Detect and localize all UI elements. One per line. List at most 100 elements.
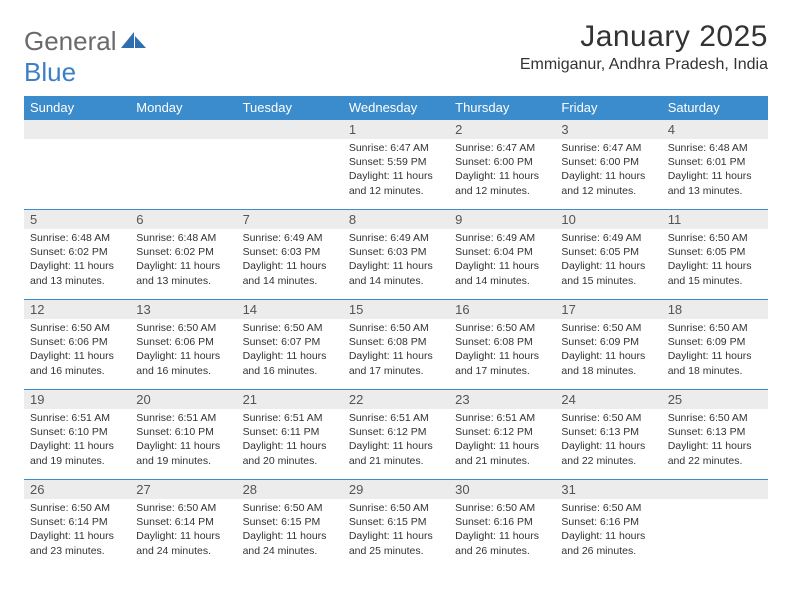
day-header: Friday [555, 96, 661, 120]
daylight-text: Daylight: 11 hours and 18 minutes. [668, 349, 762, 377]
calendar-cell: 21Sunrise: 6:51 AMSunset: 6:11 PMDayligh… [237, 390, 343, 480]
day-number: 1 [343, 120, 449, 139]
day-header: Monday [130, 96, 236, 120]
daylight-text: Daylight: 11 hours and 12 minutes. [349, 169, 443, 197]
calendar-header-row: SundayMondayTuesdayWednesdayThursdayFrid… [24, 96, 768, 120]
sunset-text: Sunset: 6:10 PM [30, 425, 124, 439]
daylight-text: Daylight: 11 hours and 22 minutes. [561, 439, 655, 467]
day-details: Sunrise: 6:50 AMSunset: 6:07 PMDaylight:… [237, 319, 343, 384]
sunset-text: Sunset: 6:08 PM [349, 335, 443, 349]
sunrise-text: Sunrise: 6:50 AM [668, 231, 762, 245]
sunset-text: Sunset: 6:13 PM [561, 425, 655, 439]
day-details: Sunrise: 6:50 AMSunset: 6:16 PMDaylight:… [555, 499, 661, 564]
calendar-cell: 5Sunrise: 6:48 AMSunset: 6:02 PMDaylight… [24, 210, 130, 300]
sunrise-text: Sunrise: 6:47 AM [561, 141, 655, 155]
daylight-text: Daylight: 11 hours and 14 minutes. [455, 259, 549, 287]
calendar-cell [662, 480, 768, 570]
calendar-cell: 25Sunrise: 6:50 AMSunset: 6:13 PMDayligh… [662, 390, 768, 480]
day-number: 22 [343, 390, 449, 409]
day-details [130, 139, 236, 199]
day-details: Sunrise: 6:50 AMSunset: 6:06 PMDaylight:… [130, 319, 236, 384]
sunset-text: Sunset: 6:09 PM [561, 335, 655, 349]
sunset-text: Sunset: 6:01 PM [668, 155, 762, 169]
day-number: 23 [449, 390, 555, 409]
daylight-text: Daylight: 11 hours and 21 minutes. [349, 439, 443, 467]
day-number: 31 [555, 480, 661, 499]
calendar-week: 5Sunrise: 6:48 AMSunset: 6:02 PMDaylight… [24, 210, 768, 300]
daylight-text: Daylight: 11 hours and 17 minutes. [455, 349, 549, 377]
sunrise-text: Sunrise: 6:50 AM [668, 321, 762, 335]
calendar-cell: 1Sunrise: 6:47 AMSunset: 5:59 PMDaylight… [343, 120, 449, 210]
day-number: 9 [449, 210, 555, 229]
day-details: Sunrise: 6:49 AMSunset: 6:03 PMDaylight:… [237, 229, 343, 294]
location: Emmiganur, Andhra Pradesh, India [520, 56, 768, 74]
day-header: Wednesday [343, 96, 449, 120]
day-details: Sunrise: 6:49 AMSunset: 6:05 PMDaylight:… [555, 229, 661, 294]
daylight-text: Daylight: 11 hours and 24 minutes. [136, 529, 230, 557]
sunrise-text: Sunrise: 6:48 AM [668, 141, 762, 155]
day-number: 8 [343, 210, 449, 229]
daylight-text: Daylight: 11 hours and 12 minutes. [561, 169, 655, 197]
sunrise-text: Sunrise: 6:50 AM [136, 321, 230, 335]
day-number [237, 120, 343, 139]
calendar-body: 1Sunrise: 6:47 AMSunset: 5:59 PMDaylight… [24, 120, 768, 570]
calendar-cell [237, 120, 343, 210]
calendar-cell: 24Sunrise: 6:50 AMSunset: 6:13 PMDayligh… [555, 390, 661, 480]
day-number: 14 [237, 300, 343, 319]
logo-text: GeneralBlue [24, 26, 147, 88]
sunrise-text: Sunrise: 6:50 AM [561, 501, 655, 515]
sunset-text: Sunset: 6:16 PM [561, 515, 655, 529]
sunrise-text: Sunrise: 6:50 AM [455, 321, 549, 335]
sunset-text: Sunset: 6:15 PM [243, 515, 337, 529]
day-number: 16 [449, 300, 555, 319]
daylight-text: Daylight: 11 hours and 14 minutes. [349, 259, 443, 287]
sunset-text: Sunset: 6:09 PM [668, 335, 762, 349]
calendar-cell [130, 120, 236, 210]
day-number: 10 [555, 210, 661, 229]
daylight-text: Daylight: 11 hours and 23 minutes. [30, 529, 124, 557]
sunrise-text: Sunrise: 6:50 AM [243, 321, 337, 335]
calendar-cell: 28Sunrise: 6:50 AMSunset: 6:15 PMDayligh… [237, 480, 343, 570]
day-details [662, 499, 768, 559]
sunrise-text: Sunrise: 6:50 AM [349, 321, 443, 335]
sunset-text: Sunset: 6:12 PM [455, 425, 549, 439]
sunrise-text: Sunrise: 6:49 AM [455, 231, 549, 245]
calendar-cell: 12Sunrise: 6:50 AMSunset: 6:06 PMDayligh… [24, 300, 130, 390]
calendar-cell: 19Sunrise: 6:51 AMSunset: 6:10 PMDayligh… [24, 390, 130, 480]
day-number: 25 [662, 390, 768, 409]
day-number: 11 [662, 210, 768, 229]
daylight-text: Daylight: 11 hours and 25 minutes. [349, 529, 443, 557]
daylight-text: Daylight: 11 hours and 26 minutes. [561, 529, 655, 557]
sunrise-text: Sunrise: 6:49 AM [561, 231, 655, 245]
day-details: Sunrise: 6:48 AMSunset: 6:02 PMDaylight:… [24, 229, 130, 294]
day-number: 29 [343, 480, 449, 499]
calendar-cell: 31Sunrise: 6:50 AMSunset: 6:16 PMDayligh… [555, 480, 661, 570]
calendar-cell: 20Sunrise: 6:51 AMSunset: 6:10 PMDayligh… [130, 390, 236, 480]
day-details: Sunrise: 6:51 AMSunset: 6:12 PMDaylight:… [343, 409, 449, 474]
day-details: Sunrise: 6:50 AMSunset: 6:08 PMDaylight:… [343, 319, 449, 384]
day-number: 17 [555, 300, 661, 319]
daylight-text: Daylight: 11 hours and 22 minutes. [668, 439, 762, 467]
month-title: January 2025 [520, 20, 768, 54]
day-details: Sunrise: 6:50 AMSunset: 6:13 PMDaylight:… [555, 409, 661, 474]
sunrise-text: Sunrise: 6:50 AM [30, 321, 124, 335]
day-number [662, 480, 768, 499]
daylight-text: Daylight: 11 hours and 19 minutes. [136, 439, 230, 467]
sunrise-text: Sunrise: 6:50 AM [136, 501, 230, 515]
day-details: Sunrise: 6:50 AMSunset: 6:14 PMDaylight:… [130, 499, 236, 564]
day-details: Sunrise: 6:50 AMSunset: 6:08 PMDaylight:… [449, 319, 555, 384]
sunrise-text: Sunrise: 6:51 AM [30, 411, 124, 425]
day-number: 27 [130, 480, 236, 499]
day-number [130, 120, 236, 139]
day-details [24, 139, 130, 199]
sunset-text: Sunset: 6:03 PM [349, 245, 443, 259]
day-number: 24 [555, 390, 661, 409]
day-details: Sunrise: 6:50 AMSunset: 6:09 PMDaylight:… [555, 319, 661, 384]
sunset-text: Sunset: 6:06 PM [30, 335, 124, 349]
day-details: Sunrise: 6:47 AMSunset: 5:59 PMDaylight:… [343, 139, 449, 204]
day-details: Sunrise: 6:48 AMSunset: 6:02 PMDaylight:… [130, 229, 236, 294]
sunset-text: Sunset: 6:02 PM [30, 245, 124, 259]
day-number: 28 [237, 480, 343, 499]
sunrise-text: Sunrise: 6:50 AM [668, 411, 762, 425]
day-number: 20 [130, 390, 236, 409]
